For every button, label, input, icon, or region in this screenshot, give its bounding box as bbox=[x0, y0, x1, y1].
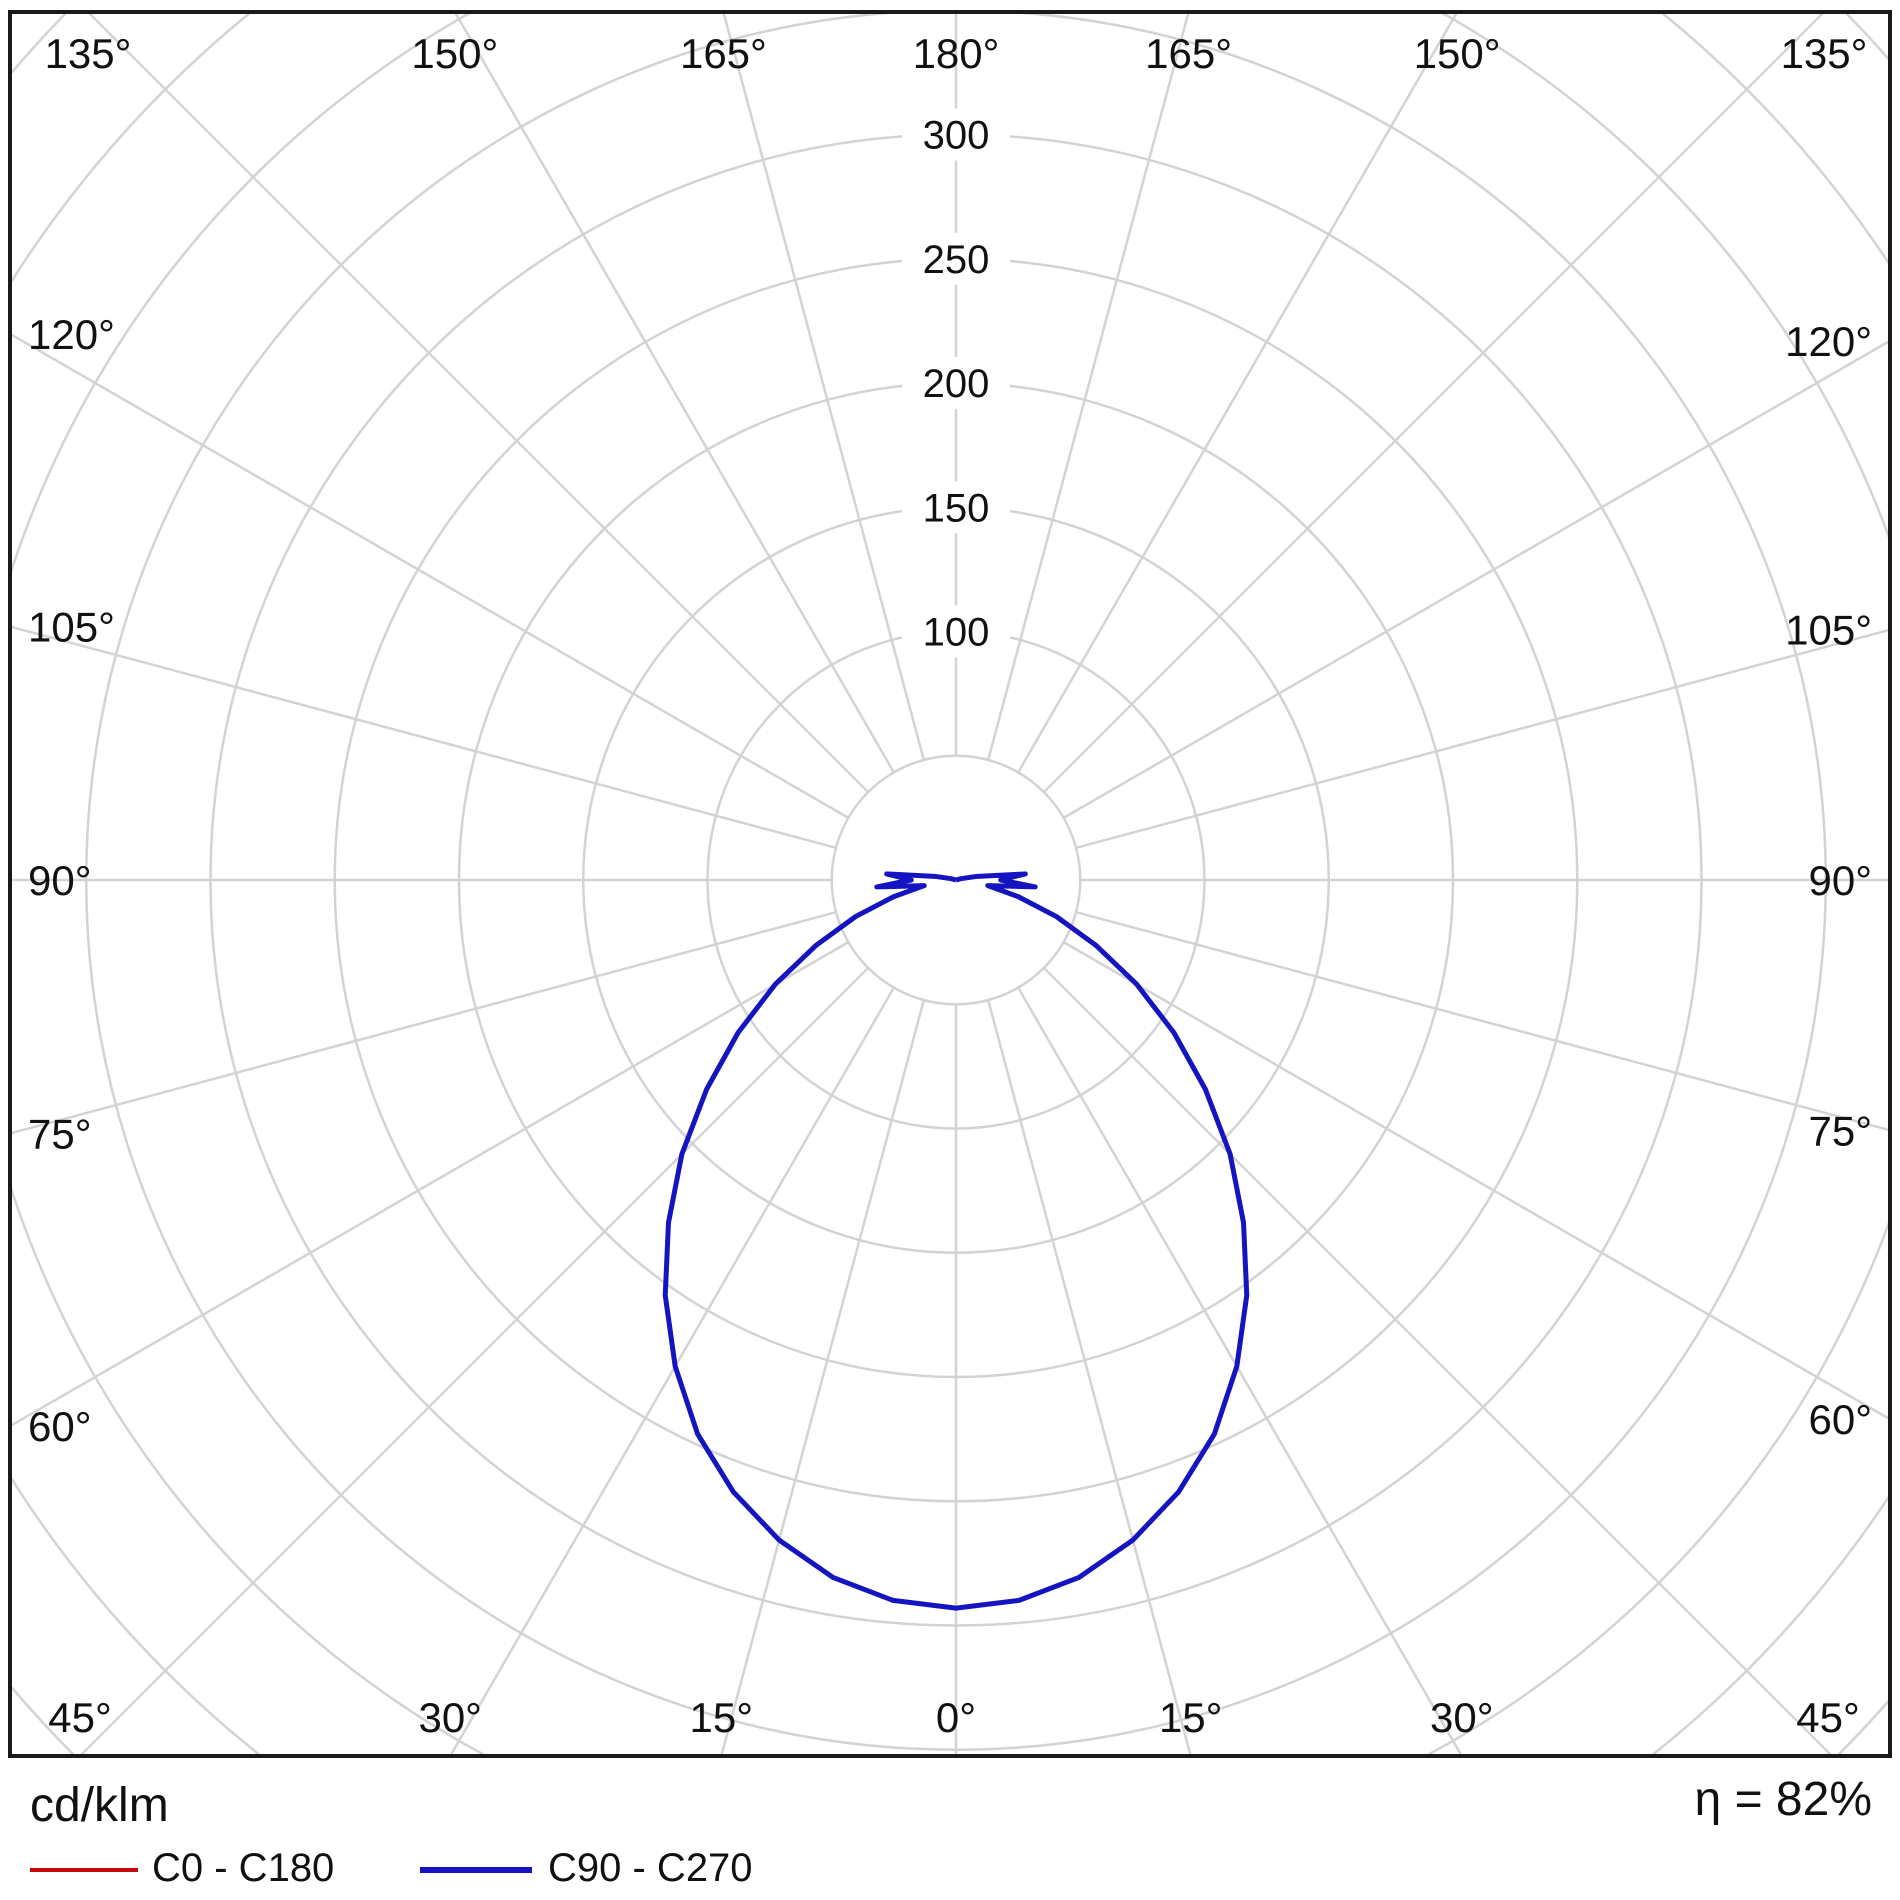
angle-label: 90° bbox=[28, 857, 92, 904]
series-curve-c90-c270 bbox=[662, 871, 1250, 1611]
angle-label: 0° bbox=[936, 1694, 976, 1741]
legend-label-c0-c180: C0 - C180 bbox=[152, 1846, 335, 1890]
radial-tick-label: 100 bbox=[923, 611, 990, 655]
angle-label: 135° bbox=[45, 30, 132, 77]
angle-label: 75° bbox=[28, 1110, 92, 1157]
angle-label: 180° bbox=[913, 30, 1000, 77]
angle-label: 150° bbox=[1414, 30, 1501, 77]
radial-tick-label: 150 bbox=[923, 486, 990, 530]
angle-label: 120° bbox=[28, 311, 115, 358]
angle-label: 30° bbox=[1430, 1694, 1494, 1741]
angle-label: 75° bbox=[1808, 1107, 1872, 1154]
angle-label: 15° bbox=[1159, 1694, 1223, 1741]
plot-frame bbox=[8, 10, 1892, 1758]
angle-label: 60° bbox=[28, 1403, 92, 1450]
radial-tick-labels: 100 150 200 250 300 bbox=[902, 108, 1010, 658]
angle-label: 120° bbox=[1785, 318, 1872, 365]
legend-swatch-c0-c180 bbox=[30, 1868, 138, 1872]
radial-tick-label: 250 bbox=[923, 238, 990, 282]
angle-label: 105° bbox=[1785, 607, 1872, 654]
angle-label: 135° bbox=[1781, 30, 1868, 77]
angle-label: 15° bbox=[690, 1694, 754, 1741]
angle-label: 165° bbox=[680, 30, 767, 77]
angle-label: 105° bbox=[28, 604, 115, 651]
angle-label: 60° bbox=[1808, 1396, 1872, 1443]
angle-label: 165° bbox=[1145, 30, 1232, 77]
angle-labels: 0° 15° 15° 30° 30° 45° 45° 60° 60° 75° 75° 90° 90° 10… bbox=[28, 30, 1872, 1741]
angle-label: 45° bbox=[48, 1694, 112, 1741]
efficiency-label: η = 82% bbox=[1694, 1773, 1872, 1826]
radial-tick-label: 200 bbox=[923, 362, 990, 406]
angle-label: 45° bbox=[1796, 1694, 1860, 1741]
radial-tick-label: 300 bbox=[923, 114, 990, 158]
units-label: cd/klm bbox=[30, 1779, 169, 1832]
angle-label: 30° bbox=[418, 1694, 482, 1741]
legend-label-c90-c270: C90 - C270 bbox=[548, 1846, 753, 1890]
angle-label: 150° bbox=[411, 30, 498, 77]
legend-swatch-c90-c270 bbox=[420, 1867, 532, 1873]
angle-label: 90° bbox=[1808, 857, 1872, 904]
